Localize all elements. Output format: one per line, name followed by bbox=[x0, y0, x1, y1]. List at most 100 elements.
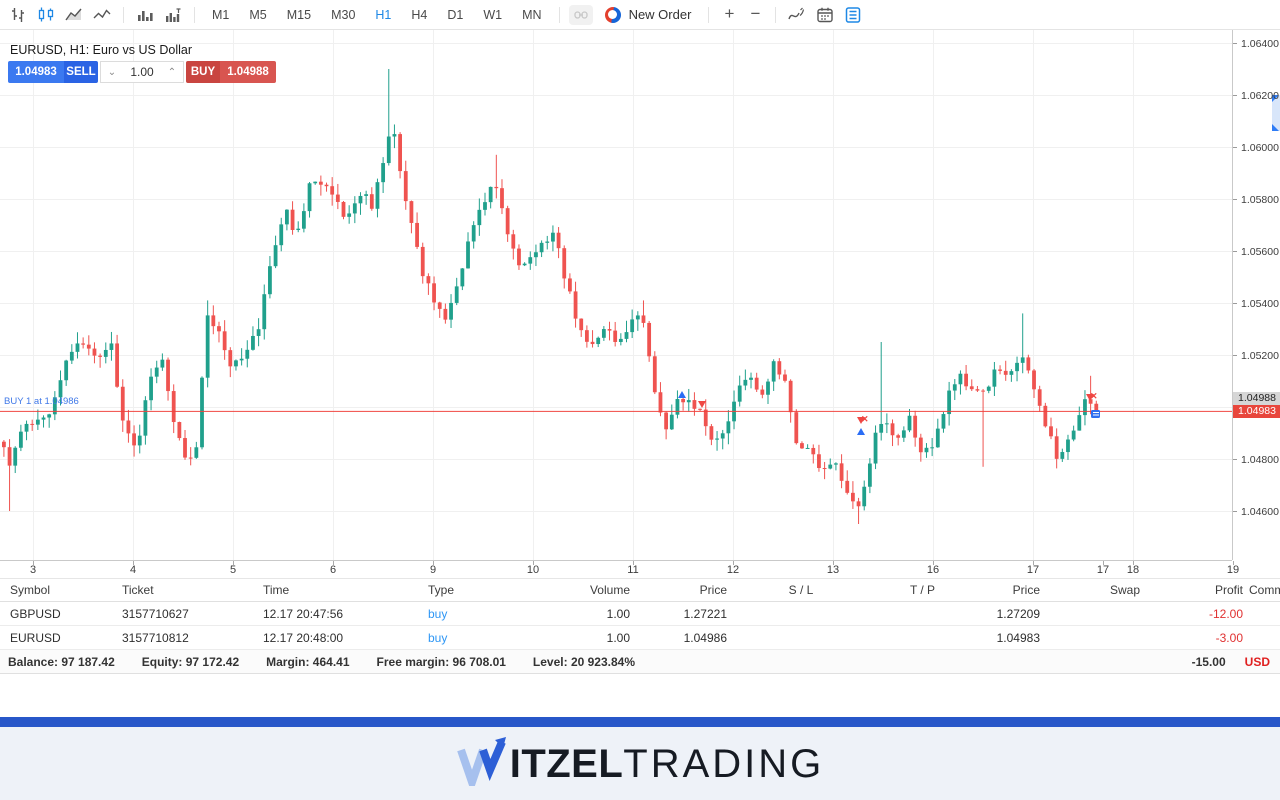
candle-body bbox=[262, 294, 267, 330]
timeframe-h4[interactable]: H4 bbox=[411, 7, 428, 22]
time-axis[interactable]: 3 4 5 6 9 10 11 12 13 16 17 17 18 19 bbox=[0, 560, 1239, 578]
time-tick-label: 16 bbox=[926, 564, 940, 576]
balance-value: Balance: 97 187.42 bbox=[8, 654, 115, 669]
price-axis[interactable]: 1.06400 1.06200 1.06000 1.05800 1.05600 1.054… bbox=[1232, 30, 1280, 560]
candle-body bbox=[1003, 370, 1008, 375]
close-cross-icon: ✕ bbox=[861, 413, 869, 424]
volume-icon[interactable] bbox=[131, 1, 159, 29]
timeframe-m15[interactable]: M15 bbox=[286, 7, 312, 22]
cell-volume: 1.00 bbox=[606, 606, 630, 621]
timeframe-mn[interactable]: MN bbox=[522, 7, 542, 22]
area-chart-icon[interactable] bbox=[60, 1, 88, 29]
candle-body bbox=[35, 419, 40, 425]
timeframe-h1[interactable]: H1 bbox=[375, 7, 392, 22]
time-tick-mark bbox=[733, 561, 734, 565]
time-tick-mark bbox=[1103, 561, 1104, 565]
calendar-icon[interactable] bbox=[811, 1, 839, 29]
timeframe-m30[interactable]: M30 bbox=[331, 7, 356, 22]
account-currency: USD bbox=[1244, 654, 1270, 669]
candle-body bbox=[477, 209, 482, 226]
ohlc-bars-icon[interactable] bbox=[4, 1, 32, 29]
close-cross-icon: ✕ bbox=[1090, 390, 1098, 401]
sell-button-price[interactable]: 1.04983 bbox=[8, 61, 64, 83]
candle-body bbox=[834, 463, 838, 465]
candle-body bbox=[601, 329, 606, 338]
candlesticks-icon[interactable] bbox=[32, 1, 60, 29]
candle-body bbox=[924, 447, 929, 453]
candle-body bbox=[52, 397, 57, 415]
account-summary-bar: Balance: 97 187.42 Equity: 97 172.42 Mar… bbox=[0, 650, 1280, 674]
candle-body bbox=[737, 385, 742, 402]
candle-body bbox=[760, 389, 765, 395]
candle-body bbox=[964, 373, 968, 387]
sell-button[interactable]: SELL bbox=[64, 61, 98, 83]
candle-body bbox=[556, 232, 561, 249]
brand-name-light: TRADING bbox=[623, 741, 825, 786]
candle-body bbox=[839, 463, 844, 481]
indicators-icon[interactable] bbox=[783, 1, 811, 29]
new-order-button[interactable]: New Order bbox=[595, 6, 702, 23]
candle-body bbox=[879, 423, 884, 433]
zoom-out-button[interactable]: − bbox=[750, 3, 761, 23]
footer-accent-bar bbox=[0, 717, 1280, 727]
volume-decrease-chevron[interactable]: ⌄ bbox=[107, 66, 117, 78]
chart-area[interactable]: EURUSD, H1: Euro vs US Dollar 1.04983 SE… bbox=[0, 30, 1280, 578]
candle-body bbox=[845, 480, 850, 493]
col-type: Type bbox=[428, 583, 455, 597]
buy-button[interactable]: BUY bbox=[186, 61, 220, 83]
position-row-eurusd[interactable]: EURUSD 3157710812 12.17 20:48:00 buy 1.0… bbox=[0, 626, 1280, 650]
candle-body bbox=[822, 468, 827, 470]
toolbar-separator bbox=[558, 6, 560, 23]
volume-value[interactable]: 1.00 bbox=[130, 65, 154, 79]
price-tick-mark bbox=[1233, 199, 1237, 200]
time-tick-mark bbox=[433, 561, 434, 565]
col-symbol: Symbol bbox=[10, 583, 51, 597]
candle-body bbox=[132, 433, 136, 446]
candle-body bbox=[222, 331, 227, 351]
candle-body bbox=[188, 457, 193, 459]
timeframe-m5[interactable]: M5 bbox=[249, 7, 267, 22]
trade-panel-icon[interactable] bbox=[839, 1, 867, 29]
col-volume: Volume bbox=[589, 583, 630, 597]
candle-body bbox=[432, 283, 436, 303]
candle-body bbox=[998, 369, 1002, 371]
candle-body bbox=[86, 344, 91, 349]
cell-volume: 1.00 bbox=[606, 630, 630, 645]
candle-body bbox=[986, 386, 991, 391]
time-tick-mark bbox=[533, 561, 534, 565]
candle-body bbox=[285, 209, 289, 225]
volume-increase-chevron[interactable]: ⌃ bbox=[167, 66, 177, 78]
candle-body bbox=[420, 246, 425, 277]
tick-volume-icon[interactable] bbox=[159, 1, 187, 29]
candle-body bbox=[69, 351, 74, 361]
candle-body bbox=[75, 343, 80, 352]
price-tick-mark bbox=[1233, 303, 1237, 304]
polyline-chart-icon[interactable] bbox=[88, 1, 116, 29]
position-row-gbpusd[interactable]: GBPUSD 3157710627 12.17 20:47:56 buy 1.0… bbox=[0, 602, 1280, 626]
margin-value: Margin: 464.41 bbox=[266, 654, 350, 669]
candle-body bbox=[352, 203, 357, 214]
candle-body bbox=[935, 428, 940, 448]
timeframe-m1[interactable]: M1 bbox=[212, 7, 230, 22]
axis-widget-bottom-triangle-icon bbox=[1272, 124, 1279, 131]
candle-body bbox=[58, 380, 63, 398]
timeframe-w1[interactable]: W1 bbox=[483, 7, 503, 22]
candle-body bbox=[1088, 399, 1093, 404]
candle-body bbox=[149, 376, 153, 401]
candle-body bbox=[47, 414, 52, 418]
col-price-current: Price bbox=[1012, 583, 1040, 597]
time-tick-mark bbox=[1133, 561, 1134, 565]
time-tick-label: 9 bbox=[429, 564, 437, 576]
candle-body bbox=[154, 367, 159, 377]
candle-body bbox=[811, 447, 816, 455]
timeframe-d1[interactable]: D1 bbox=[447, 7, 464, 22]
buy-button-price[interactable]: 1.04988 bbox=[220, 61, 276, 83]
volume-stepper: ⌄ 1.00 ⌃ bbox=[100, 61, 184, 83]
candle-body bbox=[500, 188, 504, 209]
zoom-in-button[interactable]: + bbox=[724, 3, 735, 23]
axis-scroll-widget[interactable] bbox=[1272, 95, 1280, 131]
candle-body bbox=[958, 373, 963, 385]
candle-body bbox=[624, 332, 629, 339]
cell-type: buy bbox=[428, 606, 448, 621]
table-header-row: Symbol Ticket Time Type Volume Price S /… bbox=[0, 579, 1280, 602]
